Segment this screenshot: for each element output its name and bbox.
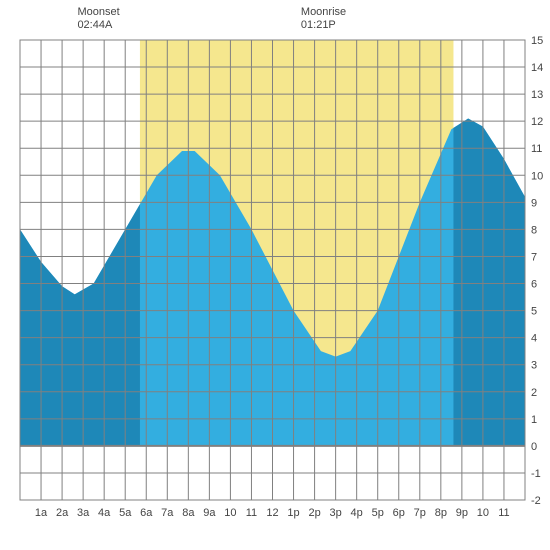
x-tick-label: 12 [266,507,278,519]
tide-chart: -2-101234567891011121314151a2a3a4a5a6a7a… [0,0,550,550]
x-tick-label: 9p [456,507,468,519]
x-tick-label: 1a [35,507,48,519]
y-tick-label: 12 [531,116,543,128]
x-tick-label: 9a [203,507,216,519]
x-tick-label: 6a [140,507,153,519]
x-tick-label: 2a [56,507,69,519]
y-tick-label: 9 [531,197,537,209]
y-tick-label: 6 [531,279,537,291]
x-tick-label: 5a [119,507,132,519]
x-tick-label: 7a [161,507,174,519]
x-tick-label: 7p [414,507,426,519]
y-tick-label: 4 [531,333,537,345]
y-tick-label: 0 [531,441,537,453]
y-tick-label: 2 [531,387,537,399]
x-tick-label: 5p [372,507,384,519]
y-tick-label: 10 [531,170,543,182]
moonrise-label: Moonrise 01:21P [301,6,346,32]
x-tick-label: 1p [287,507,299,519]
x-tick-label: 6p [393,507,405,519]
y-tick-label: 13 [531,89,543,101]
x-tick-label: 3p [330,507,342,519]
y-tick-label: 15 [531,35,543,47]
x-tick-label: 2p [308,507,320,519]
x-tick-label: 11 [246,507,257,519]
y-tick-label: 5 [531,306,537,318]
x-tick-label: 10 [477,507,489,519]
x-tick-label: 8a [182,507,195,519]
x-tick-label: 10 [224,507,236,519]
chart-canvas: -2-101234567891011121314151a2a3a4a5a6a7a… [0,0,550,550]
y-tick-label: 1 [531,414,537,426]
x-tick-label: 8p [435,507,447,519]
y-tick-label: -2 [531,495,541,507]
y-tick-label: 3 [531,360,537,372]
y-tick-label: 14 [531,62,543,74]
y-tick-label: -1 [531,468,541,480]
x-tick-label: 3a [77,507,90,519]
x-tick-label: 4p [351,507,363,519]
y-tick-label: 11 [531,143,542,155]
moonset-label: Moonset 02:44A [77,6,119,32]
y-tick-label: 8 [531,224,537,236]
y-tick-label: 7 [531,251,537,263]
x-tick-label: 11 [498,507,509,519]
x-tick-label: 4a [98,507,111,519]
